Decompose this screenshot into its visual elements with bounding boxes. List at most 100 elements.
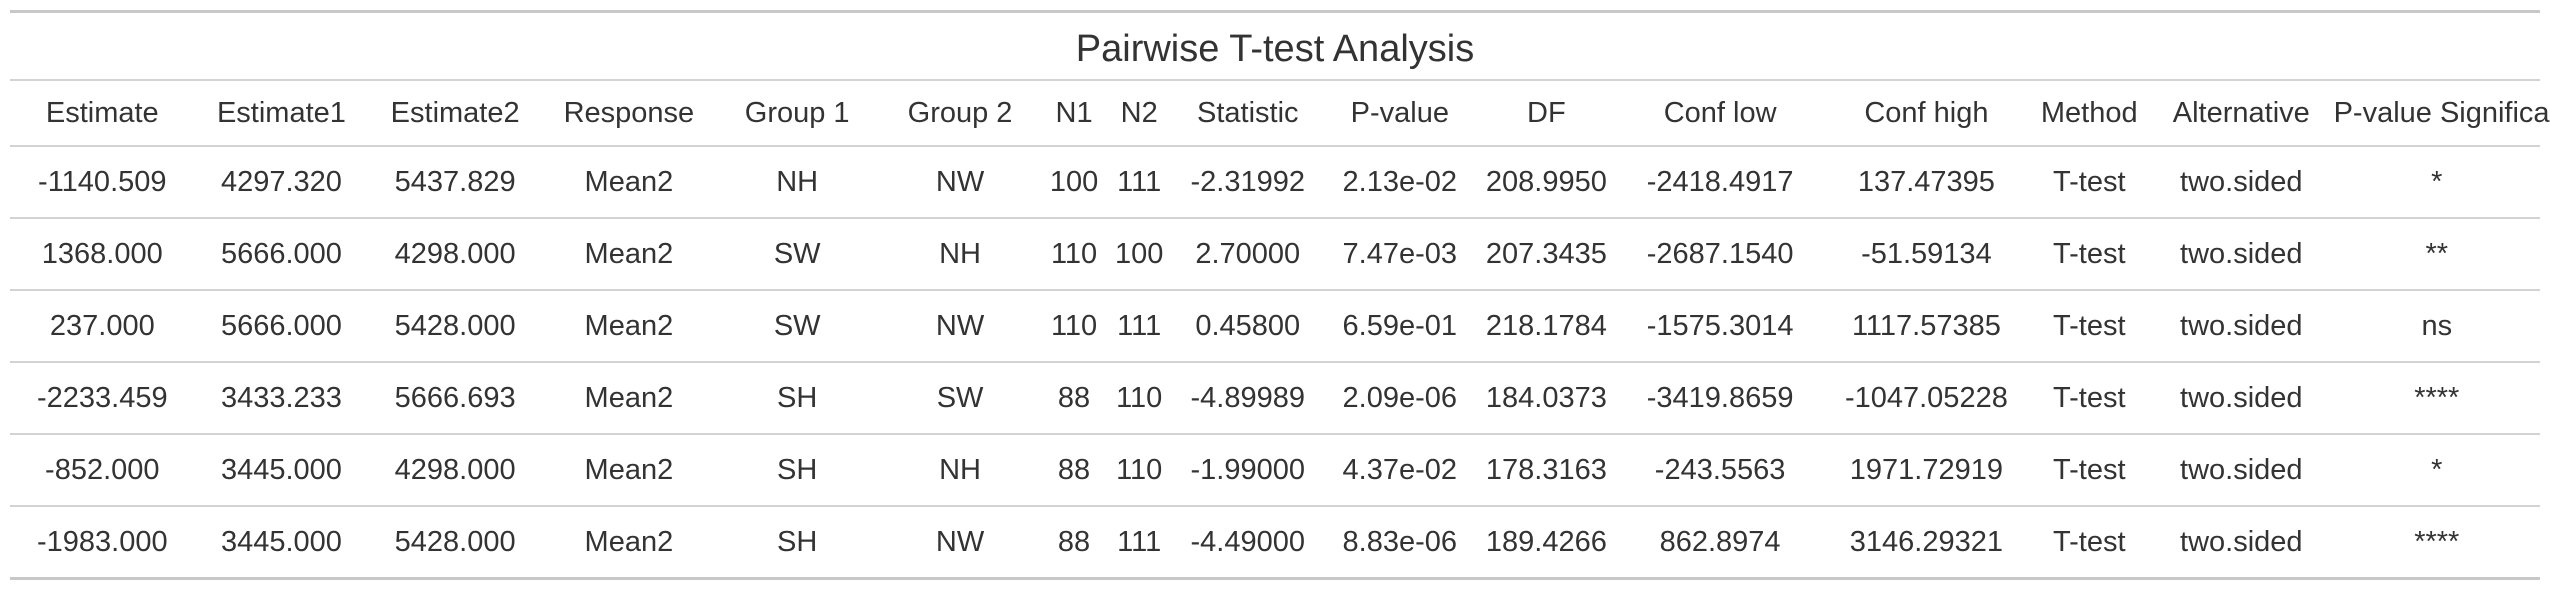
- cell-alternative: two.sided: [2148, 506, 2334, 580]
- cell-estimate1: 3445.000: [194, 506, 369, 580]
- cell-estimate: 1368.000: [10, 218, 195, 291]
- cell-method: T-test: [2029, 218, 2149, 291]
- cell-response: Mean2: [542, 434, 716, 507]
- cell-group1: SH: [715, 434, 879, 507]
- cell-n1: 110: [1041, 290, 1107, 363]
- table-row: 237.000 5666.000 5428.000 Mean2 SW NW 110 111 0.…: [10, 290, 2540, 363]
- cell-group1: SW: [715, 218, 879, 291]
- cell-statistic: 0.45800: [1171, 290, 1324, 363]
- cell-estimate: -1983.000: [10, 506, 195, 580]
- cell-group1: SH: [715, 362, 879, 435]
- cell-estimate2: 4298.000: [368, 434, 543, 507]
- cell-p-value-significance: ****: [2333, 506, 2540, 580]
- cell-df: 208.9950: [1475, 146, 1617, 219]
- cell-statistic: -1.99000: [1171, 434, 1324, 507]
- results-table-container: Pairwise T-test Analysis Estimate Estima…: [10, 10, 2550, 580]
- cell-response: Mean2: [542, 146, 716, 219]
- column-header-alternative: Alternative: [2148, 81, 2334, 147]
- cell-estimate2: 5666.693: [368, 362, 543, 435]
- cell-alternative: two.sided: [2148, 362, 2334, 435]
- column-header-group1: Group 1: [715, 81, 879, 147]
- cell-p-value-significance: ns: [2333, 290, 2540, 363]
- cell-statistic: -4.89989: [1171, 362, 1324, 435]
- cell-group2: NW: [878, 290, 1042, 363]
- cell-n2: 111: [1106, 290, 1172, 363]
- cell-conf-low: -2418.4917: [1616, 146, 1824, 219]
- cell-response: Mean2: [542, 218, 716, 291]
- cell-estimate2: 4298.000: [368, 218, 543, 291]
- cell-estimate: 237.000: [10, 290, 195, 363]
- cell-n1: 88: [1041, 434, 1107, 507]
- table-body: -1140.509 4297.320 5437.829 Mean2 NH NW 100 111…: [10, 146, 2540, 580]
- cell-group2: NH: [878, 434, 1042, 507]
- cell-estimate1: 5666.000: [194, 290, 369, 363]
- cell-conf-low: -2687.1540: [1616, 218, 1824, 291]
- cell-response: Mean2: [542, 506, 716, 580]
- table-title: Pairwise T-test Analysis: [10, 10, 2540, 81]
- column-header-conf-low: Conf low: [1616, 81, 1824, 147]
- cell-method: T-test: [2029, 290, 2149, 363]
- cell-statistic: 2.70000: [1171, 218, 1324, 291]
- cell-conf-low: -3419.8659: [1616, 362, 1824, 435]
- cell-p-value: 7.47e-03: [1323, 218, 1476, 291]
- cell-response: Mean2: [542, 362, 716, 435]
- cell-alternative: two.sided: [2148, 434, 2334, 507]
- table-row: -852.000 3445.000 4298.000 Mean2 SH NH 88 110 -1…: [10, 434, 2540, 507]
- cell-group2: SW: [878, 362, 1042, 435]
- cell-n1: 100: [1041, 146, 1107, 219]
- cell-estimate2: 5428.000: [368, 506, 543, 580]
- column-header-p-value: P-value: [1323, 81, 1476, 147]
- cell-df: 207.3435: [1475, 218, 1617, 291]
- column-header-estimate2: Estimate2: [368, 81, 543, 147]
- cell-n2: 110: [1106, 434, 1172, 507]
- cell-n2: 111: [1106, 146, 1172, 219]
- cell-p-value-significance: ****: [2333, 362, 2540, 435]
- cell-estimate1: 3433.233: [194, 362, 369, 435]
- table-row: -1983.000 3445.000 5428.000 Mean2 SH NW 88 111-…: [10, 506, 2540, 580]
- cell-alternative: two.sided: [2148, 146, 2334, 219]
- cell-conf-low: -243.5563: [1616, 434, 1824, 507]
- cell-df: 178.3163: [1475, 434, 1617, 507]
- cell-n2: 110: [1106, 362, 1172, 435]
- cell-method: T-test: [2029, 146, 2149, 219]
- cell-alternative: two.sided: [2148, 290, 2334, 363]
- column-header-estimate: Estimate: [10, 81, 195, 147]
- column-header-df: DF: [1475, 81, 1617, 147]
- cell-estimate1: 4297.320: [194, 146, 369, 219]
- cell-group2: NH: [878, 218, 1042, 291]
- cell-conf-high: -51.59134: [1823, 218, 2030, 291]
- cell-estimate: -852.000: [10, 434, 195, 507]
- column-header-group2: Group 2: [878, 81, 1042, 147]
- cell-estimate1: 5666.000: [194, 218, 369, 291]
- column-header-n1: N1: [1041, 81, 1107, 147]
- pairwise-ttest-table: Pairwise T-test Analysis Estimate Estima…: [10, 10, 2550, 580]
- column-header-method: Method: [2029, 81, 2149, 147]
- cell-estimate: -2233.459: [10, 362, 195, 435]
- cell-n2: 111: [1106, 506, 1172, 580]
- header-row: Estimate Estimate1 Estimate2 Response Gr…: [10, 81, 2550, 147]
- cell-alternative: two.sided: [2148, 218, 2334, 291]
- table-row: -1140.509 4297.320 5437.829 Mean2 NH NW 100 111…: [10, 146, 2540, 219]
- cell-p-value: 6.59e-01: [1323, 290, 1476, 363]
- cell-conf-high: 137.47395: [1823, 146, 2030, 219]
- cell-estimate1: 3445.000: [194, 434, 369, 507]
- cell-n1: 88: [1041, 362, 1107, 435]
- cell-statistic: -4.49000: [1171, 506, 1324, 580]
- cell-method: T-test: [2029, 362, 2149, 435]
- cell-n1: 88: [1041, 506, 1107, 580]
- cell-p-value: 4.37e-02: [1323, 434, 1476, 507]
- cell-group1: SH: [715, 506, 879, 580]
- cell-df: 189.4266: [1475, 506, 1617, 580]
- column-header-p-value-significance: P-value Significance: [2333, 81, 2550, 147]
- cell-conf-high: 1117.57385: [1823, 290, 2030, 363]
- cell-conf-low: 862.8974: [1616, 506, 1824, 580]
- cell-response: Mean2: [542, 290, 716, 363]
- cell-p-value: 2.09e-06: [1323, 362, 1476, 435]
- cell-n2: 100: [1106, 218, 1172, 291]
- table-row: 1368.000 5666.000 4298.000 Mean2 SW NH 110 100 2…: [10, 218, 2540, 291]
- column-header-estimate1: Estimate1: [194, 81, 369, 147]
- cell-conf-high: -1047.05228: [1823, 362, 2030, 435]
- column-header-response: Response: [542, 81, 716, 147]
- cell-p-value-significance: **: [2333, 218, 2540, 291]
- cell-conf-high: 1971.72919: [1823, 434, 2030, 507]
